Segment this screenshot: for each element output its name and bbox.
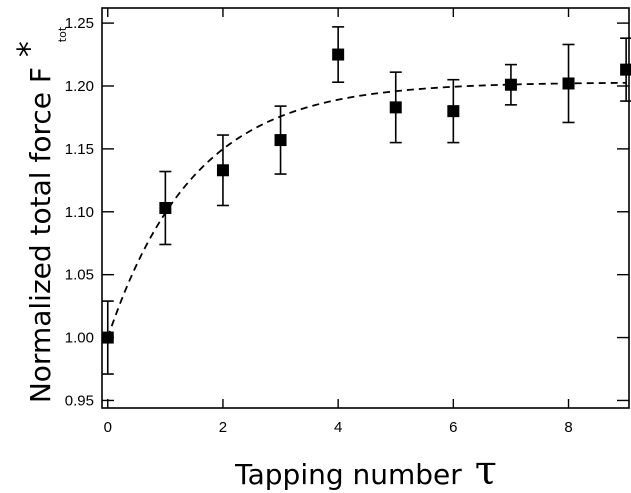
- fit-curve: [106, 81, 627, 338]
- x-axis-title: Tapping number τ: [234, 448, 497, 493]
- data-point: [332, 48, 345, 61]
- tau-symbol: τ: [475, 448, 497, 493]
- data-point: [620, 63, 631, 76]
- y-tick-label: 1.25: [65, 15, 94, 32]
- axis-ticks: [102, 8, 629, 408]
- x-tick-label: 2: [219, 419, 227, 436]
- data-point: [101, 331, 114, 344]
- y-tick-label: 1.00: [65, 330, 94, 347]
- y-tick-label: 0.95: [65, 392, 94, 409]
- x-tick-labels: 0 2 4 6 8: [104, 419, 573, 436]
- x-tick-label: 4: [334, 419, 342, 436]
- x-tick-label: 0: [104, 419, 112, 436]
- y-tick-label: 1.05: [65, 267, 94, 284]
- y-axis-label: Normalized total force F: [24, 67, 57, 403]
- y-tick-label: 1.15: [65, 141, 94, 158]
- y-axis-title: Normalized total force F * tot: [10, 26, 69, 403]
- y-tick-labels: 0.95 1.00 1.05 1.10 1.15 1.20 1.25: [65, 15, 94, 409]
- data-point: [562, 77, 575, 90]
- x-axis-label: Tapping number: [234, 458, 462, 491]
- plot-frame: [101, 7, 630, 409]
- y-tick-label: 1.10: [65, 204, 94, 221]
- x-tick-label: 6: [449, 419, 457, 436]
- data-point: [216, 164, 229, 177]
- y-axis-subscript: tot: [56, 26, 69, 42]
- error-bars: [101, 26, 631, 375]
- y-axis-superscript: *: [10, 41, 48, 57]
- data-point: [389, 101, 402, 114]
- x-tick-label: 8: [564, 419, 572, 436]
- data-points: [101, 48, 631, 344]
- data-point: [274, 134, 287, 147]
- data-point: [504, 78, 517, 91]
- data-point: [159, 202, 172, 214]
- data-point: [447, 105, 460, 118]
- y-tick-label: 1.20: [65, 78, 94, 95]
